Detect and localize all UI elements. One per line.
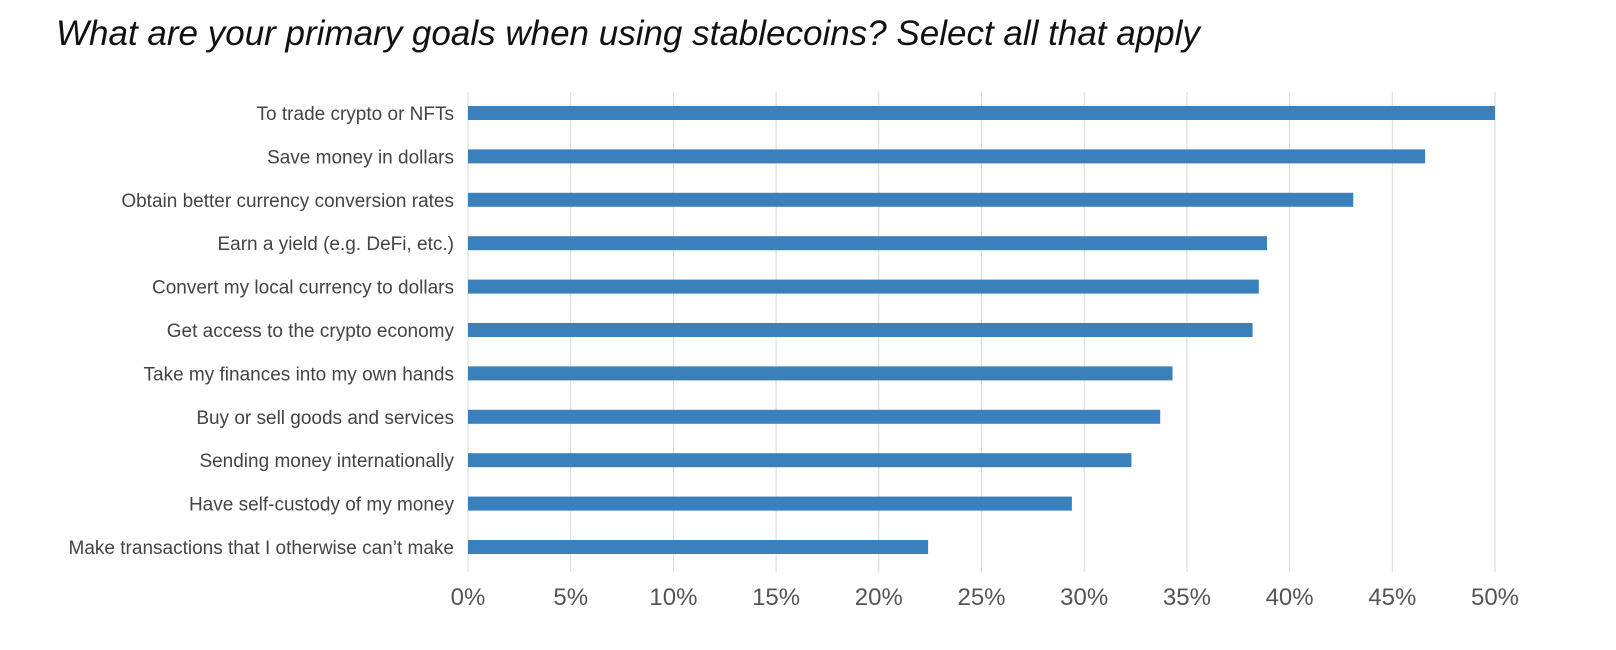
x-tick-label: 35% [1163, 584, 1211, 611]
category-labels: To trade crypto or NFTs Save money in dol… [69, 104, 455, 559]
bars [468, 106, 1495, 554]
x-tick-label: 5% [553, 584, 588, 611]
bar [468, 192, 1354, 207]
chart-title: What are your primary goals when using s… [56, 14, 1200, 53]
category-label: Earn a yield (e.g. DeFi, etc.) [217, 234, 454, 255]
x-tick-label: 0% [451, 584, 486, 611]
bar [468, 540, 929, 554]
category-label: To trade crypto or NFTs [257, 104, 454, 125]
category-label: Get access to the crypto economy [167, 321, 455, 342]
bar [468, 106, 1495, 120]
x-tick-label: 50% [1471, 584, 1519, 611]
category-label: Sending money internationally [199, 451, 454, 472]
bar [468, 409, 1161, 424]
bar [468, 149, 1426, 164]
category-label: Convert my local currency to dollars [152, 278, 454, 299]
category-label: Obtain better currency conversion rates [121, 191, 454, 212]
bar [468, 236, 1268, 251]
category-label: Make transactions that I otherwise can’t… [69, 538, 454, 559]
bar [468, 453, 1132, 468]
category-label: Take my finances into my own hands [144, 364, 455, 385]
x-tick-label: 10% [649, 584, 697, 611]
category-label: Save money in dollars [267, 147, 454, 168]
bar [468, 496, 1072, 511]
x-tick-label: 25% [957, 584, 1005, 611]
x-tick-label: 40% [1266, 584, 1314, 611]
category-label: Buy or sell goods and services [196, 408, 454, 429]
x-axis-tick-labels: 0% 5% 10% 15% 20% 25% 30% 35% 40% 45% 50% [451, 584, 1519, 611]
bar [468, 279, 1259, 294]
x-tick-label: 30% [1060, 584, 1108, 611]
x-tick-label: 20% [855, 584, 903, 611]
bar [468, 366, 1173, 381]
x-tick-label: 15% [752, 584, 800, 611]
bar [468, 323, 1253, 337]
category-label: Have self-custody of my money [189, 495, 455, 516]
x-tick-label: 45% [1368, 584, 1416, 611]
